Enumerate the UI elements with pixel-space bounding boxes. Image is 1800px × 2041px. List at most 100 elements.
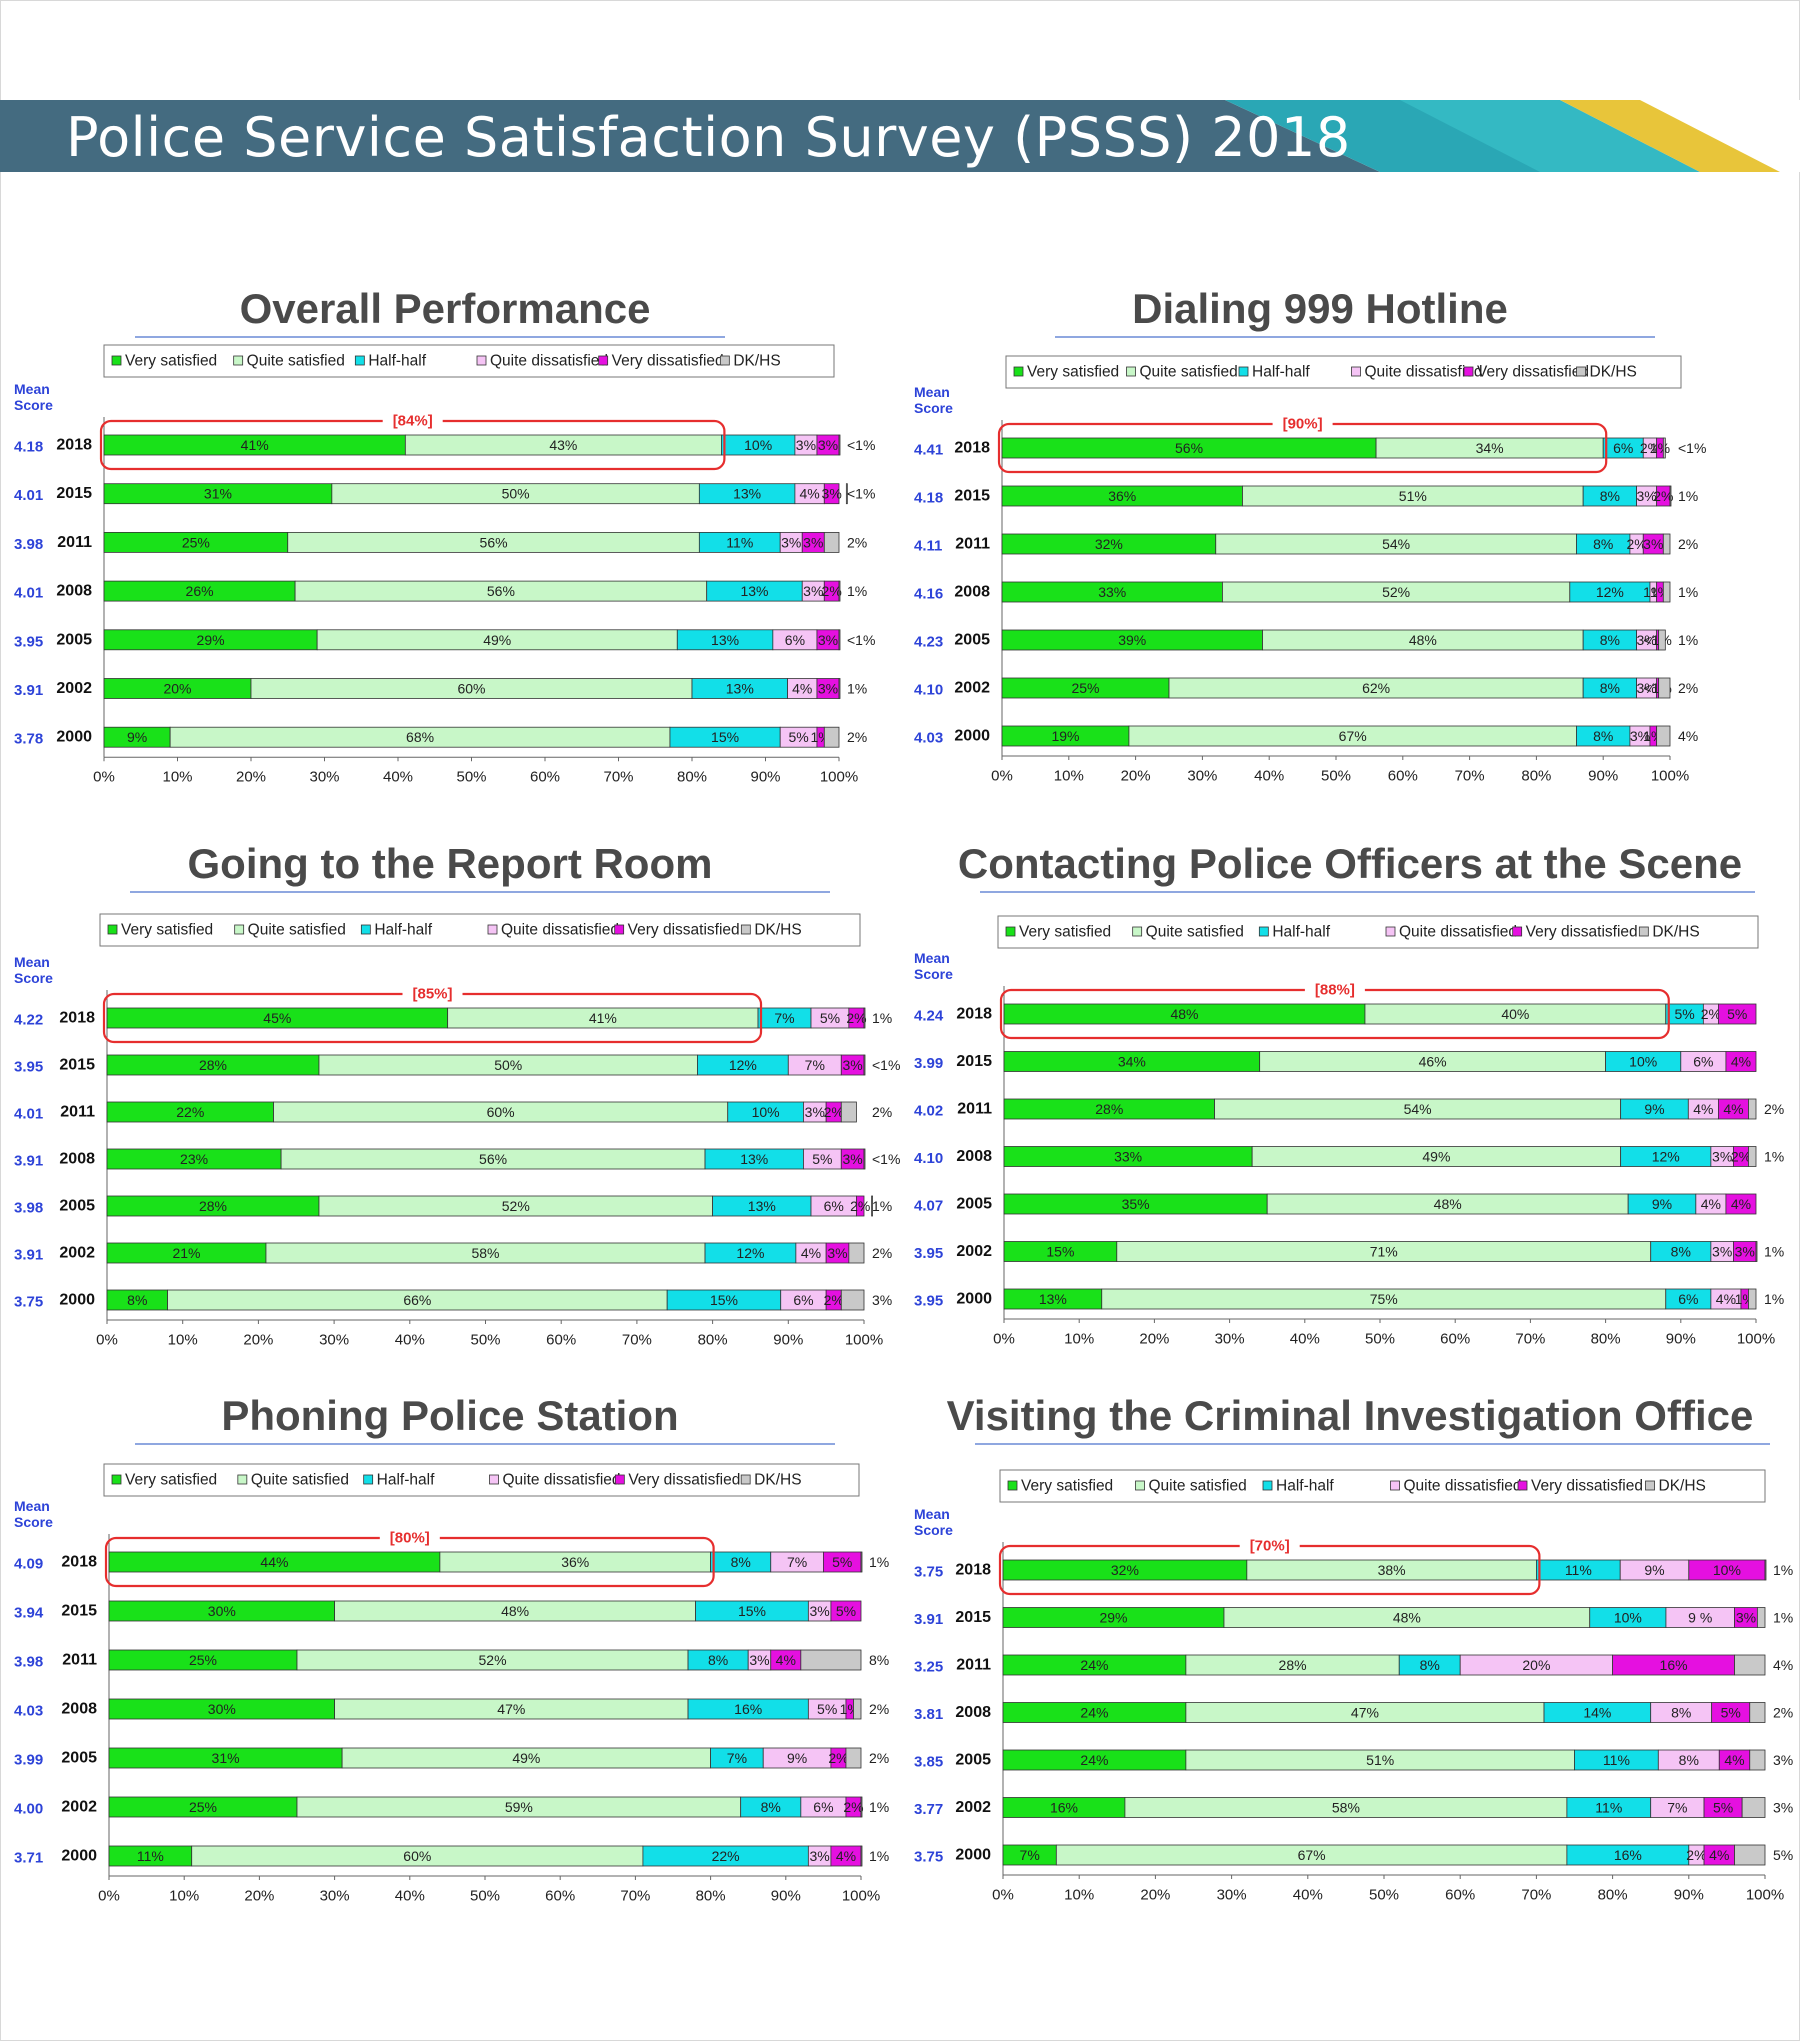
data-label: 56%	[479, 1151, 507, 1167]
data-label: 4%	[1731, 1196, 1751, 1212]
legend-label: Half-half	[1276, 1478, 1334, 1495]
data-label: 67%	[1298, 1847, 1326, 1863]
chart-svg: Very satisfied Quite satisfied Half-half Qu…	[914, 1443, 1793, 1904]
bar-segment	[1669, 485, 1672, 507]
x-tick-label: 70%	[622, 1332, 652, 1349]
bar-segment	[1658, 629, 1666, 651]
data-label: 2%	[1764, 1101, 1784, 1117]
data-label: 31%	[204, 486, 232, 502]
data-label: 48%	[1393, 1610, 1421, 1626]
data-label: 10%	[1713, 1562, 1741, 1578]
legend-label: Half-half	[1252, 364, 1310, 381]
data-label: 3%	[843, 1057, 863, 1073]
year-label: 2018	[956, 1006, 992, 1023]
legend-swatch	[1132, 926, 1143, 937]
bar-segment	[823, 726, 840, 748]
data-label: 12%	[736, 1245, 764, 1261]
x-tick-label: 60%	[1388, 768, 1418, 785]
data-label: 8%	[761, 1799, 781, 1815]
x-tick-label: 60%	[545, 1888, 575, 1905]
x-tick-label: 100%	[1737, 1331, 1775, 1348]
year-label: 2008	[956, 1148, 992, 1165]
bar-segment	[1725, 1193, 1757, 1215]
data-label: <1%	[847, 632, 875, 648]
year-label: 2011	[60, 1104, 95, 1121]
legend-swatch	[1638, 926, 1649, 937]
x-tick-label: 50%	[1369, 1887, 1399, 1904]
x-tick-label: 60%	[1440, 1331, 1470, 1348]
x-tick-label: 80%	[1521, 768, 1551, 785]
data-label: 60%	[487, 1104, 515, 1120]
data-label: 1%	[1773, 1610, 1793, 1626]
bar-segment	[853, 1698, 862, 1720]
legend-box	[99, 913, 861, 947]
x-tick-label: 0%	[993, 1331, 1015, 1348]
data-label: 3%	[843, 1151, 863, 1167]
mean-score-value: 3.98	[14, 1200, 43, 1217]
x-tick-label: 20%	[236, 769, 266, 786]
data-label: 6%	[824, 1198, 844, 1214]
x-tick-label: 10%	[1064, 1887, 1094, 1904]
bar-segment	[871, 1195, 873, 1217]
data-label: 2%	[1640, 440, 1660, 456]
data-label: 9 %	[1688, 1610, 1712, 1626]
x-tick-label: 30%	[309, 769, 339, 786]
x-tick-label: 70%	[1521, 1887, 1551, 1904]
data-label: 13%	[740, 583, 768, 599]
data-label: 7%	[787, 1554, 807, 1570]
legend-swatch	[1135, 1480, 1145, 1491]
data-label: 5%	[812, 1151, 832, 1167]
data-label: 2%	[822, 583, 842, 599]
highlight-label: [84%]	[393, 413, 433, 430]
data-label: 1%	[1678, 632, 1698, 648]
data-label: 9%	[787, 1750, 807, 1766]
legend-swatch	[476, 355, 487, 366]
bar-segment	[848, 1242, 865, 1264]
legend-label: Half-half	[377, 1472, 435, 1489]
data-label: <1%	[872, 1057, 900, 1073]
x-tick-label: 80%	[698, 1332, 728, 1349]
legend-label: Quite dissatisfied	[1399, 924, 1517, 941]
bar-segment	[863, 1054, 866, 1076]
bar-segment	[845, 1747, 862, 1769]
data-label: 39%	[1118, 632, 1146, 648]
data-label: 2%	[850, 1198, 870, 1214]
year-label: 2002	[955, 1799, 991, 1816]
x-tick-label: 90%	[771, 1888, 801, 1905]
mean-score-header: Mean	[914, 384, 950, 400]
legend: Very satisfied Quite satisfied Half-half Qu…	[999, 1469, 1766, 1503]
x-tick-label: 10%	[169, 1888, 199, 1905]
x-tick-label: 70%	[1515, 1331, 1545, 1348]
bar-segment	[1741, 1797, 1766, 1818]
data-label: <1%	[1643, 632, 1671, 648]
data-label: 2%	[843, 1799, 863, 1815]
highlight-label-bg	[1239, 1537, 1300, 1555]
legend-label: Very satisfied	[1027, 364, 1119, 381]
data-label: 35%	[1122, 1196, 1150, 1212]
year-label: 2000	[955, 1847, 991, 1864]
data-label: 29%	[1099, 1610, 1127, 1626]
chart-title: Phoning Police Station	[221, 1392, 679, 1439]
data-label: 22%	[712, 1848, 740, 1864]
data-label: 6%	[813, 1799, 833, 1815]
data-label: 21%	[172, 1245, 200, 1261]
data-label: 49%	[483, 632, 511, 648]
year-label: 2018	[955, 1562, 991, 1579]
data-label: 5%	[1773, 1847, 1793, 1863]
legend-swatch	[1005, 926, 1016, 937]
data-label: 4%	[1716, 1291, 1736, 1307]
bar-segment	[1749, 1702, 1766, 1723]
legend-swatch	[1238, 366, 1249, 377]
bar-segment	[838, 434, 841, 456]
mean-score-value: 3.95	[14, 1059, 43, 1076]
x-tick-label: 90%	[1674, 1887, 1704, 1904]
year-label: 2000	[56, 729, 92, 746]
bar-segment	[1718, 1003, 1757, 1025]
mean-score-value: 4.22	[14, 1012, 43, 1029]
legend-box	[999, 1469, 1766, 1503]
x-tick-label: 20%	[243, 1332, 273, 1349]
data-label: 2%	[872, 1104, 892, 1120]
data-label: 48%	[501, 1603, 529, 1619]
data-label: 5%	[832, 1554, 852, 1570]
highlight-label: [90%]	[1283, 416, 1323, 433]
